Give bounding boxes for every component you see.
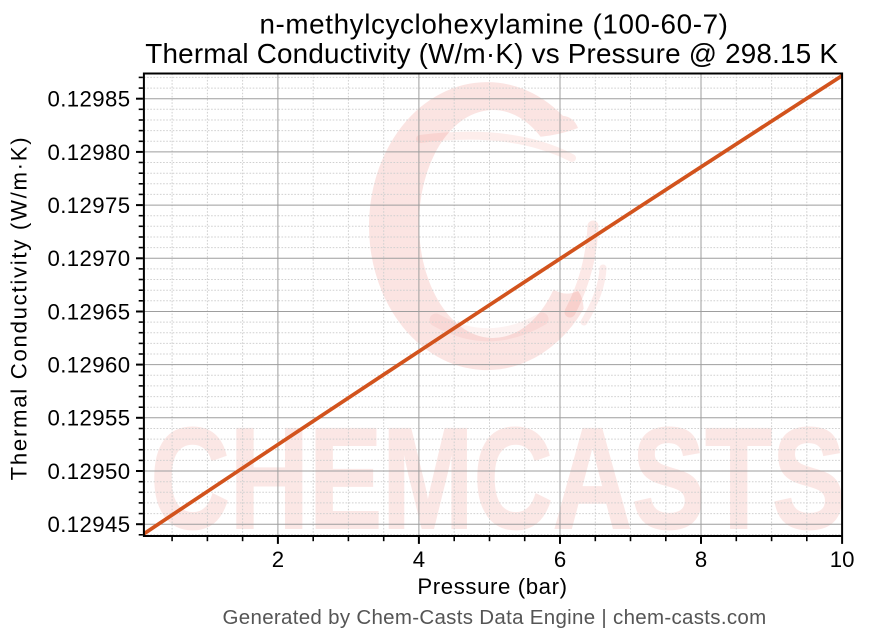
svg-text:0.12985: 0.12985: [47, 87, 130, 112]
svg-text:n-methylcyclohexylamine (100-6: n-methylcyclohexylamine (100-60-7): [259, 9, 728, 40]
svg-text:Thermal Conductivity (W/m·K) v: Thermal Conductivity (W/m·K) vs Pressure…: [145, 38, 838, 69]
svg-text:10: 10: [830, 547, 855, 572]
svg-text:4: 4: [413, 547, 425, 572]
svg-text:2: 2: [272, 547, 284, 572]
svg-text:0.12945: 0.12945: [47, 512, 130, 537]
svg-text:0.12950: 0.12950: [47, 459, 130, 484]
svg-text:CHEMCASTS: CHEMCASTS: [151, 399, 846, 560]
svg-text:Thermal Conductivity (W/m·K): Thermal Conductivity (W/m·K): [7, 136, 32, 481]
svg-text:8: 8: [695, 547, 707, 572]
svg-text:0.12980: 0.12980: [47, 140, 130, 165]
svg-text:Generated by Chem-Casts Data E: Generated by Chem-Casts Data Engine | ch…: [223, 606, 767, 629]
svg-text:0.12975: 0.12975: [47, 193, 130, 218]
svg-text:0.12960: 0.12960: [47, 353, 130, 378]
svg-text:Pressure (bar): Pressure (bar): [417, 574, 567, 599]
svg-text:0.12970: 0.12970: [47, 246, 130, 271]
svg-text:0.12965: 0.12965: [47, 299, 130, 324]
svg-text:6: 6: [554, 547, 566, 572]
svg-text:0.12955: 0.12955: [47, 406, 130, 431]
